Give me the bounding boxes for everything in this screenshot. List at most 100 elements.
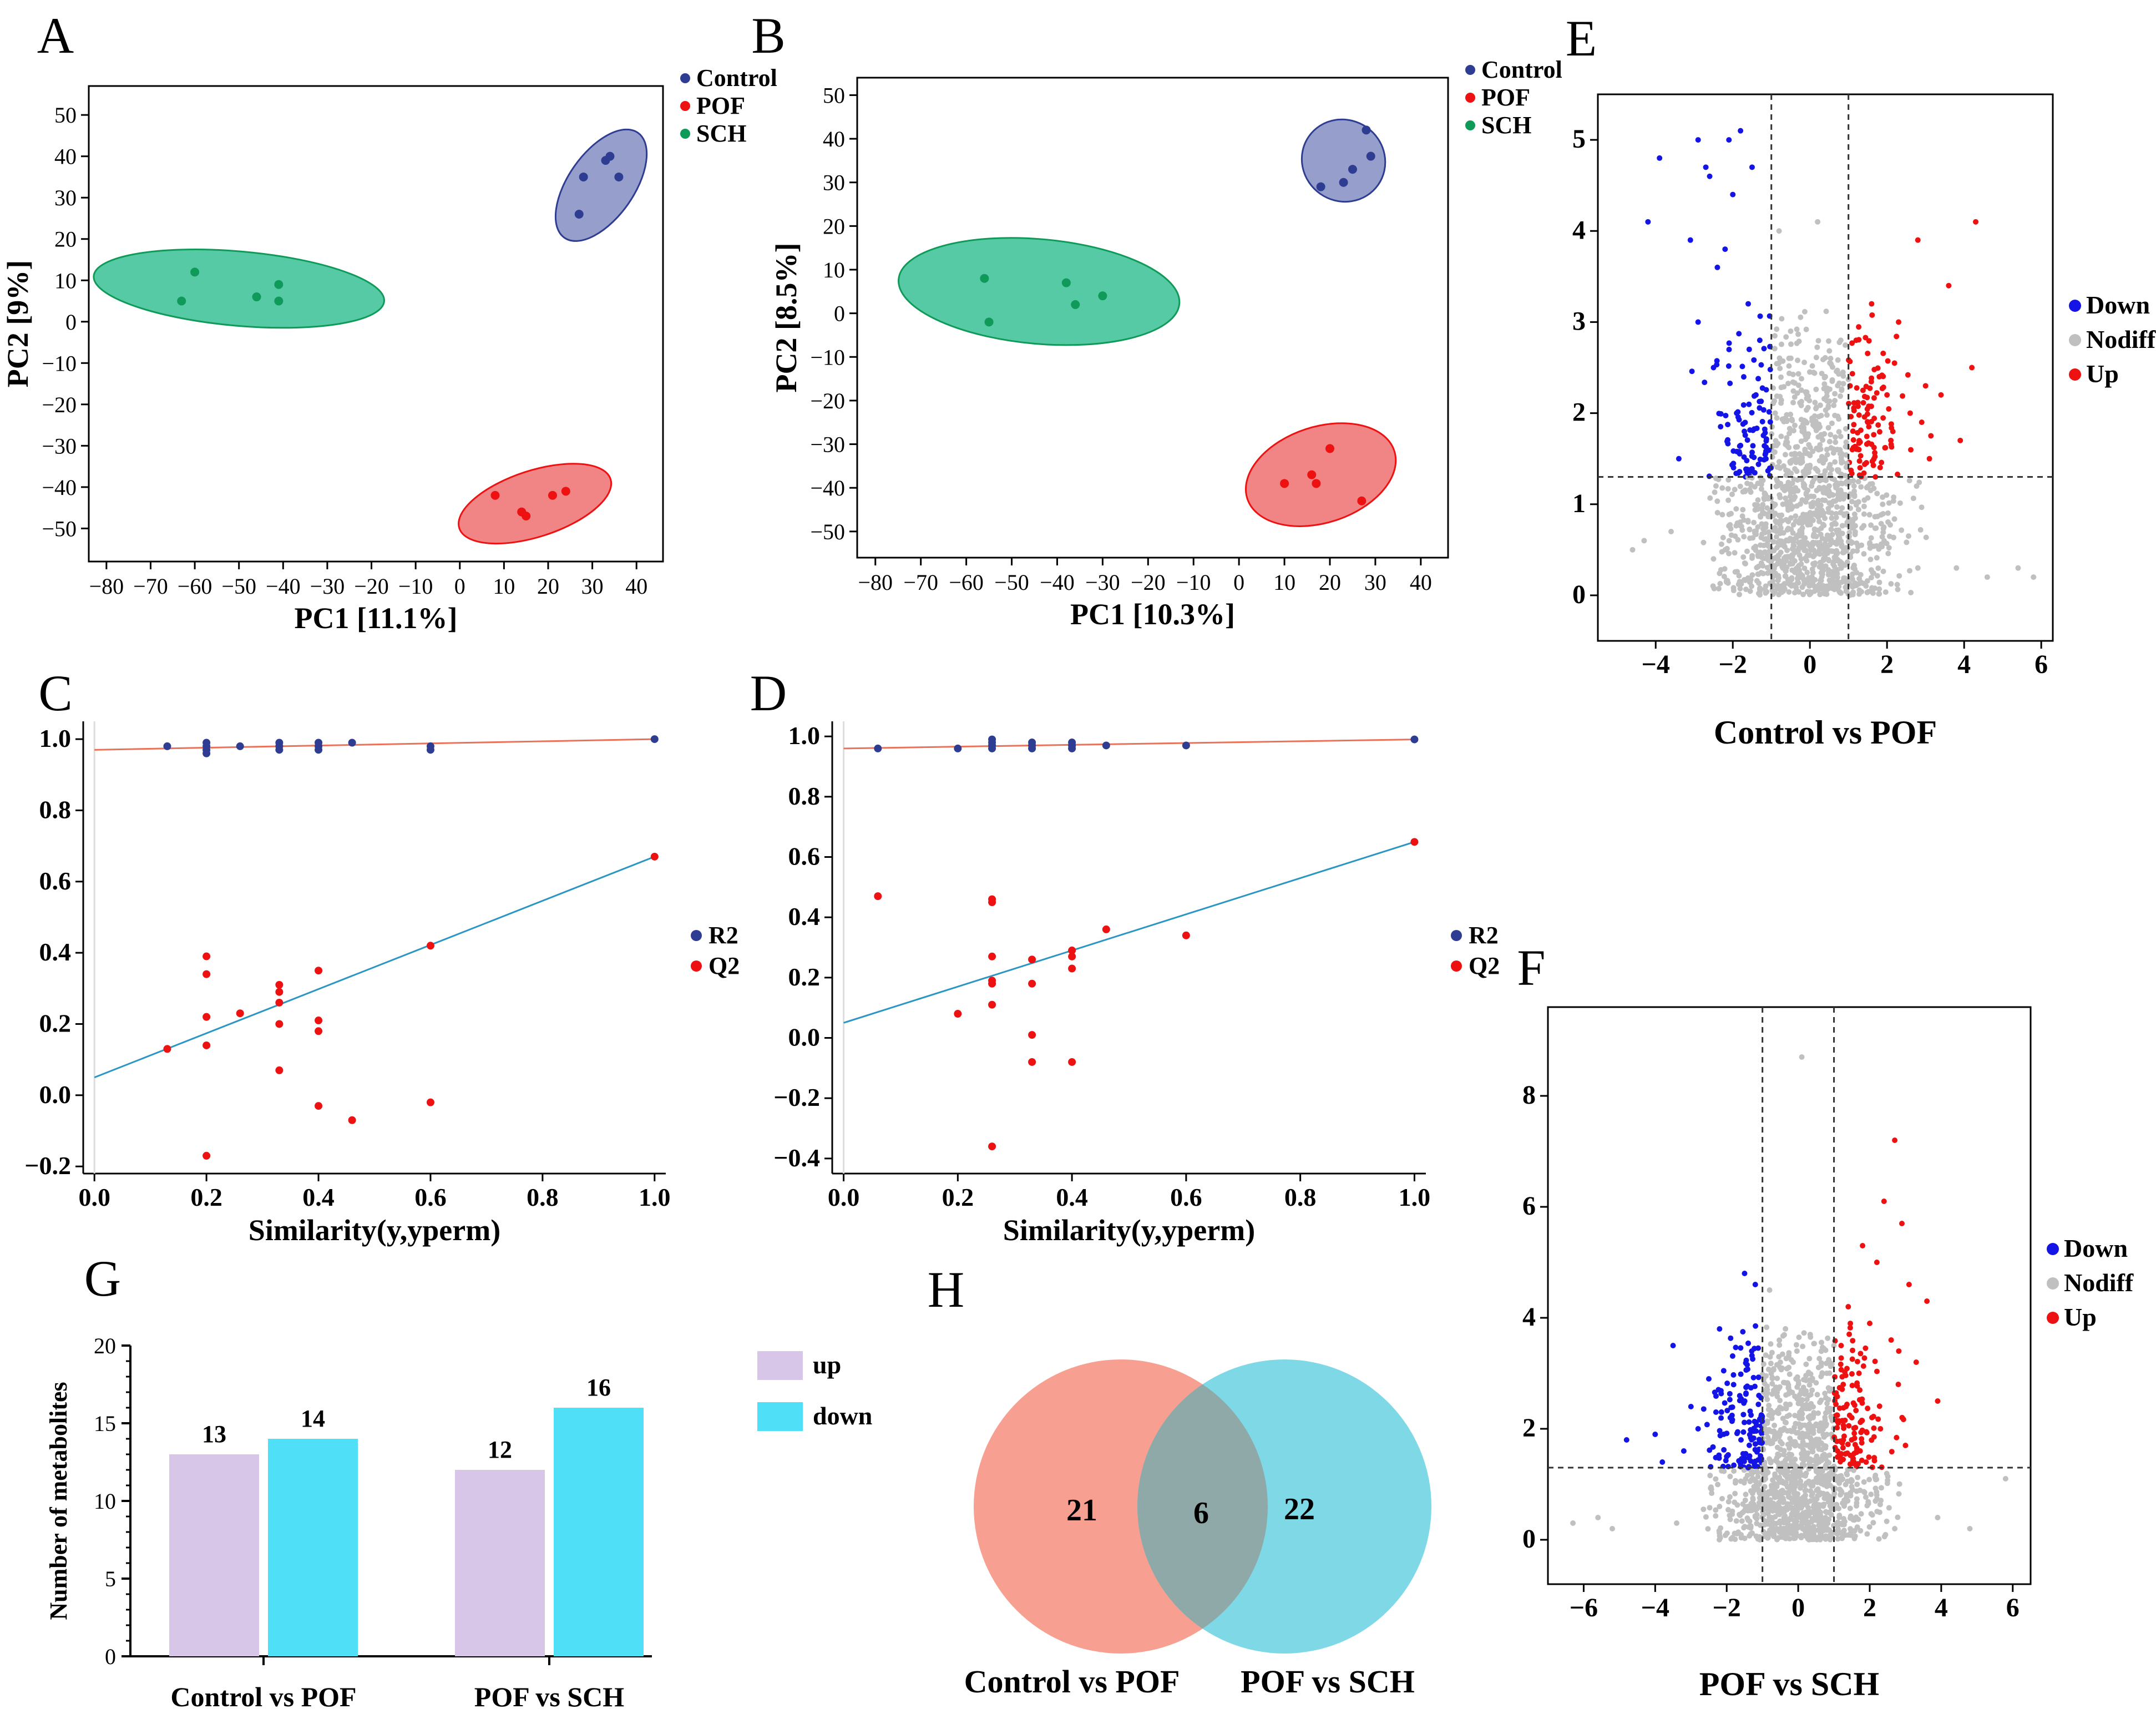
y-tick-label: 30 (823, 170, 845, 195)
point-q2 (426, 1098, 434, 1106)
point-down (1724, 1454, 1730, 1459)
point-nodiff (1783, 568, 1789, 574)
point-up (1864, 433, 1870, 439)
point-nodiff (1897, 500, 1903, 506)
point-down (1725, 422, 1731, 428)
point-up (1894, 1434, 1900, 1440)
point-nodiff (1838, 509, 1844, 515)
legend-marker-pof (680, 101, 690, 111)
point-nodiff (1865, 589, 1871, 595)
bar-value-label: 13 (202, 1420, 226, 1448)
point-nodiff (1755, 524, 1761, 530)
point-down (1708, 1464, 1714, 1470)
point-q2 (275, 1020, 284, 1028)
point-down (1748, 1412, 1754, 1418)
point-nodiff (1798, 387, 1804, 393)
point-down (1755, 1401, 1762, 1407)
point-nodiff (1729, 1511, 1735, 1517)
point-up (1874, 390, 1880, 396)
point-nodiff (1713, 1476, 1719, 1482)
point-nodiff (1797, 1496, 1803, 1502)
point-down (1749, 164, 1755, 170)
point-up (1849, 471, 1855, 477)
point-nodiff (1808, 1488, 1814, 1494)
point-up (1868, 378, 1874, 385)
point-nodiff (1760, 502, 1766, 508)
point-nodiff (1885, 550, 1891, 557)
point-up (1871, 1425, 1877, 1431)
point-nodiff (1806, 1356, 1813, 1362)
point-nodiff (1836, 429, 1842, 435)
panel-E: −4 −2 0 2 4 6 0 1 2 3 4 5 Control vs POF Down Nodiff Up (1572, 93, 2156, 751)
point-nodiff (1827, 1536, 1833, 1543)
point-up (1888, 421, 1894, 427)
point-down (1713, 1393, 1719, 1399)
point-up (1870, 1413, 1876, 1419)
venn-set-left-label: Control vs POF (964, 1664, 1180, 1700)
point-down (1718, 423, 1724, 429)
point-nodiff (1814, 1496, 1820, 1502)
panel-label-f: F (1517, 939, 1545, 996)
x-tick-label: −20 (354, 574, 389, 599)
point-nodiff (1801, 1453, 1807, 1459)
point-nodiff (1834, 1501, 1840, 1508)
x-tick-label: −4 (1641, 1593, 1669, 1622)
x-axis-label: Similarity(y,yperm) (249, 1214, 500, 1247)
point-nodiff (1821, 1495, 1828, 1501)
point-nodiff (1802, 1528, 1808, 1534)
point-nodiff (1815, 1410, 1821, 1416)
point-nodiff (1820, 1432, 1826, 1437)
point-up (1957, 437, 1963, 443)
point-nodiff (1769, 1412, 1775, 1418)
point-nodiff (1827, 570, 1833, 577)
point-down (1749, 449, 1755, 456)
point-nodiff (1758, 513, 1764, 519)
x-tick-label: 0.4 (302, 1183, 335, 1211)
legend-label-r2: R2 (1469, 922, 1499, 949)
point-nodiff (1629, 547, 1636, 553)
point-sch (980, 274, 989, 283)
point-up (1865, 1405, 1871, 1412)
point-nodiff (1742, 487, 1748, 493)
point-nodiff (1786, 355, 1792, 361)
point-nodiff (1804, 1502, 1810, 1508)
point-nodiff (1773, 1482, 1779, 1488)
point-nodiff (1805, 1533, 1811, 1539)
y-tick-label: 40 (54, 144, 77, 169)
point-nodiff (1841, 1528, 1847, 1534)
y-tick-label: −0.2 (773, 1083, 820, 1111)
point-nodiff (1782, 1508, 1788, 1514)
point-nodiff (1847, 1505, 1853, 1511)
point-nodiff (1771, 565, 1777, 572)
point-up (1899, 1221, 1905, 1226)
point-down (1713, 1409, 1719, 1415)
point-down (1743, 1384, 1749, 1391)
point-r2 (1410, 735, 1419, 744)
point-nodiff (1743, 1506, 1749, 1512)
point-nodiff (1801, 565, 1808, 572)
point-nodiff (1775, 1407, 1781, 1413)
point-nodiff (1829, 1361, 1835, 1367)
point-up (1928, 433, 1934, 439)
legend-marker-sch (1465, 120, 1475, 130)
x-tick-label: 0 (1233, 570, 1244, 595)
point-up (1854, 1358, 1860, 1364)
panel-label-b: B (751, 7, 785, 64)
point-nodiff (1788, 328, 1794, 334)
point-nodiff (1854, 1503, 1860, 1509)
point-nodiff (1834, 482, 1840, 488)
panel-label-g: G (84, 1250, 121, 1307)
point-nodiff (1908, 590, 1914, 596)
point-q2 (1068, 952, 1076, 960)
point-nodiff (1806, 1458, 1813, 1464)
point-down (1707, 173, 1713, 179)
point-up (1844, 1401, 1850, 1407)
x-tick-label: 30 (581, 574, 604, 599)
point-nodiff (1815, 447, 1821, 453)
point-nodiff (1777, 1342, 1783, 1348)
point-up (1865, 350, 1871, 356)
point-nodiff (1823, 373, 1828, 380)
point-nodiff (1703, 1514, 1709, 1520)
point-nodiff (1865, 495, 1871, 501)
x-tick-label: −20 (1131, 570, 1166, 595)
